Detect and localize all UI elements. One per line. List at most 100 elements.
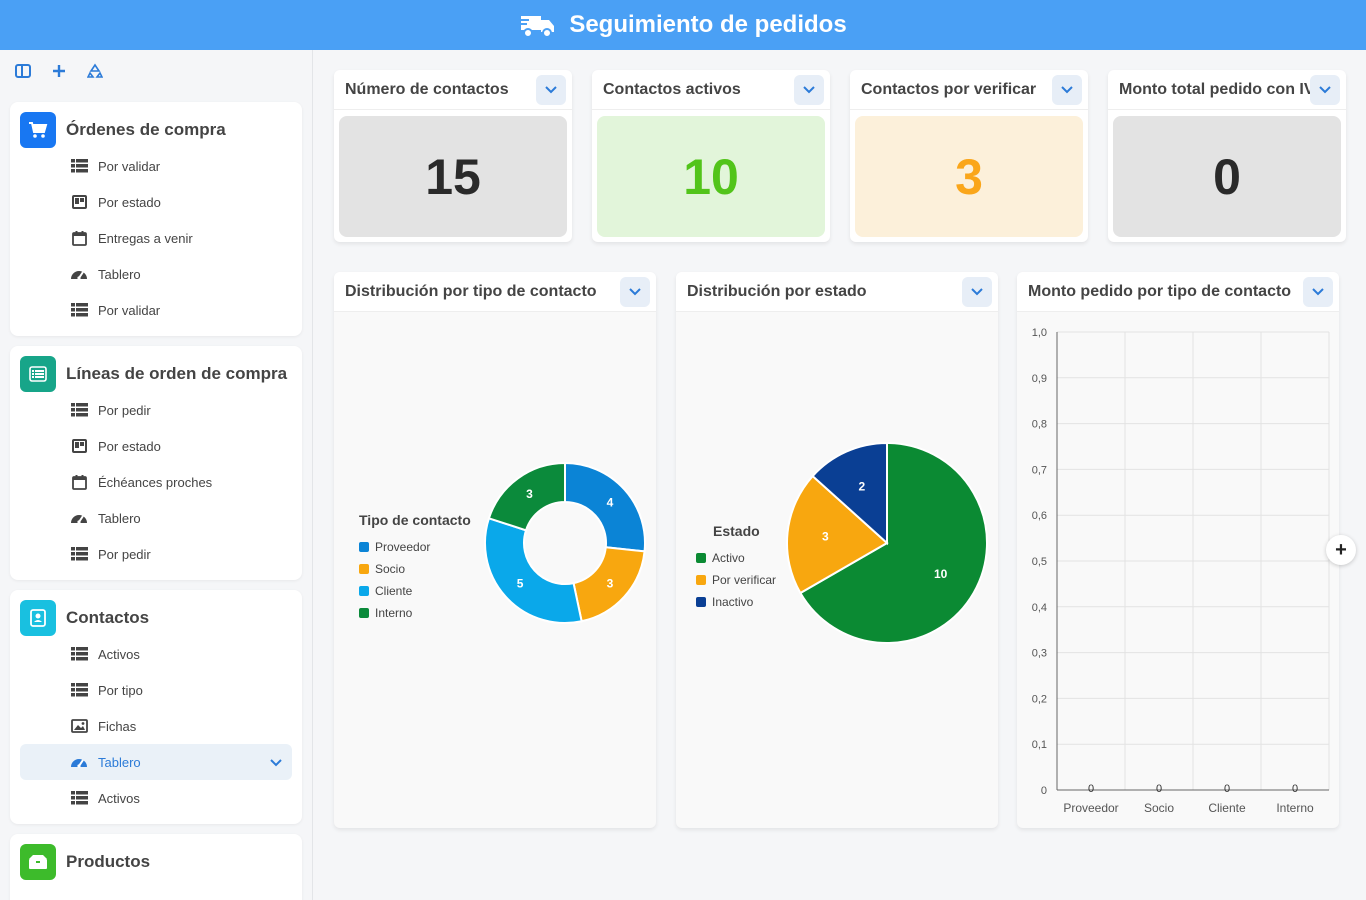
chevron-down-icon[interactable] <box>620 277 650 307</box>
sidebar-group-header[interactable]: Productos <box>20 844 292 880</box>
legend-label: Cliente <box>375 584 413 598</box>
kpi-card: Monto total pedido con IVA 0 <box>1108 70 1346 242</box>
main-content: Número de contactos 15 Contactos activos… <box>314 50 1366 900</box>
table-icon <box>70 546 88 562</box>
legend-item[interactable]: Inactivo <box>696 591 776 613</box>
sidebar-group-title: Órdenes de compra <box>66 120 226 139</box>
sidebar-item[interactable]: Tablero <box>20 500 292 536</box>
data-label: 3 <box>526 487 533 501</box>
pie-slice[interactable] <box>786 474 889 595</box>
dashboard-icon <box>70 510 88 526</box>
legend-label: Activo <box>712 551 745 565</box>
legend-item[interactable]: Socio <box>359 558 471 580</box>
recycle-icon[interactable] <box>84 60 106 82</box>
sidebar-item[interactable]: Por pedir <box>20 392 292 428</box>
legend-label: Por verificar <box>712 573 777 587</box>
legend-title: Tipo de contacto <box>359 512 471 528</box>
legend-label: Proveedor <box>375 540 431 554</box>
kpi-title: Monto total pedido con IVA <box>1108 70 1346 110</box>
table-icon <box>70 682 88 698</box>
chevron-down-icon[interactable] <box>270 755 282 770</box>
sidebar-item-label: Por validar <box>98 158 161 174</box>
sidebar-group-title: Líneas de orden de compra <box>66 364 288 383</box>
chart-legend: Estado Activo Por verificar Inactivo <box>696 523 776 613</box>
chart-title: Distribución por tipo de contacto <box>334 272 656 312</box>
chevron-down-icon[interactable] <box>1310 75 1340 105</box>
sidebar-group: Líneas de orden de compra Por pedir Por … <box>10 346 302 580</box>
truck-icon <box>519 16 555 38</box>
data-label: 10 <box>934 567 948 581</box>
sidebar-item[interactable]: Activos <box>20 636 292 672</box>
sidebar-group-header[interactable]: Contactos <box>20 600 292 636</box>
data-label: 5 <box>517 576 524 590</box>
legend-swatch <box>696 553 706 563</box>
pie-chart: 10 3 2 <box>786 441 988 644</box>
sidebar-item[interactable]: Por pedir <box>20 536 292 572</box>
pie-slice[interactable] <box>799 441 988 644</box>
chevron-down-icon[interactable] <box>1303 277 1333 307</box>
legend-swatch <box>359 608 369 618</box>
sidebar-item[interactable]: Tablero <box>20 256 292 292</box>
y-tick-label: 0,6 <box>1032 510 1047 522</box>
chevron-down-icon[interactable] <box>536 75 566 105</box>
sidebar-item[interactable]: Échéances proches <box>20 464 292 500</box>
kpi-title: Número de contactos <box>334 70 572 110</box>
add-icon[interactable] <box>48 60 70 82</box>
chevron-down-icon[interactable] <box>1052 75 1082 105</box>
sidebar-item[interactable]: Fichas <box>20 708 292 744</box>
pie-slice[interactable] <box>564 461 646 553</box>
data-label: 3 <box>822 530 829 544</box>
x-tick-label: Proveedor <box>1063 801 1118 815</box>
y-tick-label: 1,0 <box>1032 327 1047 339</box>
contact-book-icon <box>20 600 56 636</box>
sidebar-item[interactable]: Por estado <box>20 184 292 220</box>
kpi-card: Contactos por verificar 3 <box>850 70 1088 242</box>
toggle-panel-icon[interactable] <box>12 60 34 82</box>
kpi-title: Contactos por verificar <box>850 70 1088 110</box>
sidebar-item[interactable]: Por estado <box>20 428 292 464</box>
legend-item[interactable]: Interno <box>359 602 471 624</box>
kpi-card: Número de contactos 15 <box>334 70 572 242</box>
sidebar-item[interactable]: Activos <box>20 780 292 816</box>
data-label: 0 <box>1292 783 1298 795</box>
legend-label: Inactivo <box>712 595 754 609</box>
y-tick-label: 0,7 <box>1032 464 1047 476</box>
sidebar-item[interactable]: Por tipo <box>20 672 292 708</box>
legend-item[interactable]: Cliente <box>359 580 471 602</box>
data-label: 0 <box>1156 783 1162 795</box>
kanban-icon <box>70 438 88 454</box>
x-tick-label: Socio <box>1144 801 1174 815</box>
list-icon <box>20 356 56 392</box>
sidebar: Órdenes de compra Por validar Por estado… <box>0 50 313 900</box>
kpi-value: 15 <box>339 116 567 237</box>
legend-item[interactable]: Proveedor <box>359 536 471 558</box>
sidebar-group-title: Productos <box>66 852 151 871</box>
sidebar-item[interactable]: Entregas a venir <box>20 220 292 256</box>
pie-slice[interactable] <box>484 517 583 624</box>
sidebar-group: Órdenes de compra Por validar Por estado… <box>10 102 302 336</box>
box-icon <box>20 844 56 880</box>
sidebar-toolbar <box>0 50 312 92</box>
sidebar-item[interactable]: Por validar <box>20 148 292 184</box>
legend-swatch <box>359 564 369 574</box>
pie-slice[interactable] <box>811 441 888 546</box>
chevron-down-icon[interactable] <box>794 75 824 105</box>
sidebar-item[interactable]: Tablero <box>20 744 292 780</box>
bar-chart: 0 0,1 0,2 0,3 0,4 0,5 0,6 0,7 0,8 0,9 1,0 0 Proveedo… <box>1032 327 1330 815</box>
y-tick-label: 0,3 <box>1032 648 1047 660</box>
sidebar-item-label: Por pedir <box>98 402 151 418</box>
cart-icon <box>20 112 56 148</box>
sidebar-item-label: Échéances proches <box>98 474 213 490</box>
app-header: Seguimiento de pedidos <box>0 0 1366 50</box>
sidebar-item[interactable]: Por validar <box>20 292 292 328</box>
add-widget-button[interactable]: + <box>1326 535 1356 565</box>
legend-label: Interno <box>375 606 413 620</box>
chevron-down-icon[interactable] <box>962 277 992 307</box>
pie-slice[interactable] <box>487 461 566 532</box>
legend-item[interactable]: Activo <box>696 547 776 569</box>
table-icon <box>70 790 88 806</box>
sidebar-group-header[interactable]: Órdenes de compra <box>20 112 292 148</box>
sidebar-group-header[interactable]: Líneas de orden de compra <box>20 356 292 392</box>
legend-item[interactable]: Por verificar <box>696 569 776 591</box>
kpi-value: 0 <box>1113 116 1341 237</box>
